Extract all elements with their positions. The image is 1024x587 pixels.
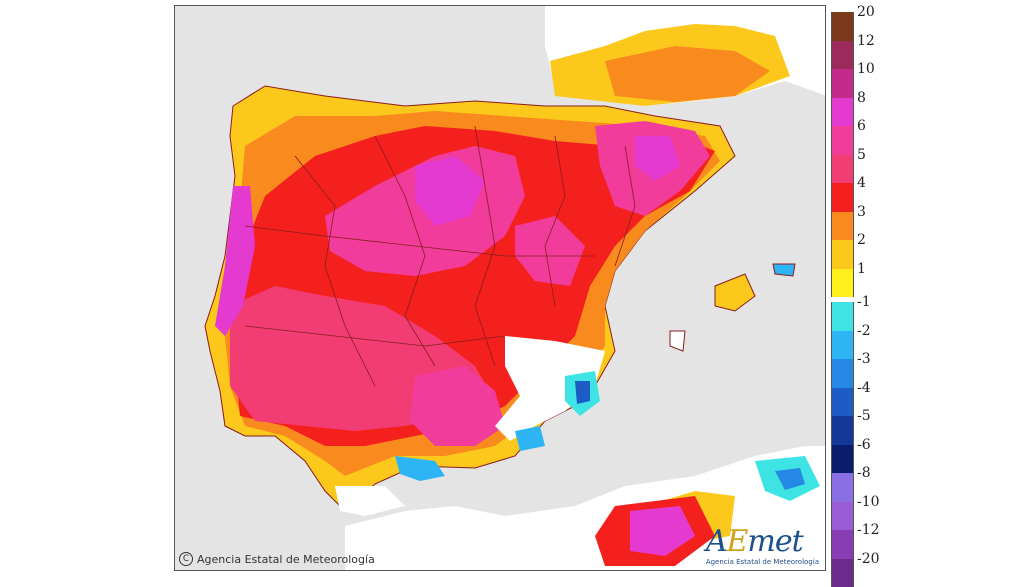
legend-label-positive-7: 3 [857, 205, 866, 219]
legend-label-positive-4: 6 [857, 119, 866, 133]
legend-label-negative-6: -8 [857, 466, 871, 480]
legend-swatch-negative-3 [831, 388, 854, 417]
legend-swatch-negative-9 [831, 559, 854, 587]
legend-swatch-positive-8 [831, 240, 854, 269]
aemet-logo: AEmet Agencia Estatal de Meteorología [706, 527, 819, 566]
legend-label-negative-3: -4 [857, 381, 871, 395]
legend-swatch-negative-8 [831, 530, 854, 559]
anomaly-map: C Agencia Estatal de Meteorología AEmet … [174, 5, 826, 571]
legend-label-positive-3: 8 [857, 91, 866, 105]
legend-label-negative-8: -12 [857, 523, 880, 537]
legend-swatch-negative-1 [831, 331, 854, 360]
legend-label-negative-2: -3 [857, 352, 871, 366]
legend-label-positive-5: 5 [857, 148, 866, 162]
legend-swatch-positive-6 [831, 183, 854, 212]
legend-swatch-positive-2 [831, 69, 854, 98]
legend-label-negative-0: -1 [857, 295, 871, 309]
legend-swatch-positive-9 [831, 269, 854, 298]
logo-subtitle: Agencia Estatal de Meteorología [706, 558, 819, 566]
legend-label-negative-9: -20 [857, 552, 880, 566]
legend-swatch-positive-4 [831, 126, 854, 155]
copyright-icon: C [179, 552, 193, 566]
legend-label-negative-7: -10 [857, 495, 880, 509]
credit-text: Agencia Estatal de Meteorología [197, 553, 375, 566]
legend-swatch-positive-7 [831, 212, 854, 241]
legend-label-positive-0: 20 [857, 5, 875, 19]
legend-label-negative-4: -5 [857, 409, 871, 423]
legend-label-positive-1: 12 [857, 34, 875, 48]
legend-swatch-positive-0 [831, 12, 854, 41]
legend-label-positive-2: 10 [857, 62, 875, 76]
iberia-southeast-blue-1 [575, 381, 590, 404]
legend-swatch-positive-3 [831, 98, 854, 127]
legend-swatch-negative-5 [831, 445, 854, 474]
credit-line: C Agencia Estatal de Meteorología [179, 552, 375, 566]
map-canvas [175, 6, 826, 571]
logo-wordmark: AEmet [706, 527, 819, 557]
menorca-island [773, 264, 795, 276]
legend-swatch-negative-0 [831, 302, 854, 331]
legend-swatch-negative-6 [831, 473, 854, 502]
legend-label-negative-5: -6 [857, 438, 871, 452]
legend-swatch-negative-4 [831, 416, 854, 445]
legend-swatch-negative-7 [831, 502, 854, 531]
legend-label-positive-9: 1 [857, 262, 866, 276]
legend-label-negative-1: -2 [857, 324, 871, 338]
legend-label-positive-8: 2 [857, 233, 866, 247]
legend-swatch-negative-2 [831, 359, 854, 388]
legend-label-positive-6: 4 [857, 176, 866, 190]
legend-swatch-positive-1 [831, 41, 854, 70]
legend-swatch-positive-5 [831, 155, 854, 184]
